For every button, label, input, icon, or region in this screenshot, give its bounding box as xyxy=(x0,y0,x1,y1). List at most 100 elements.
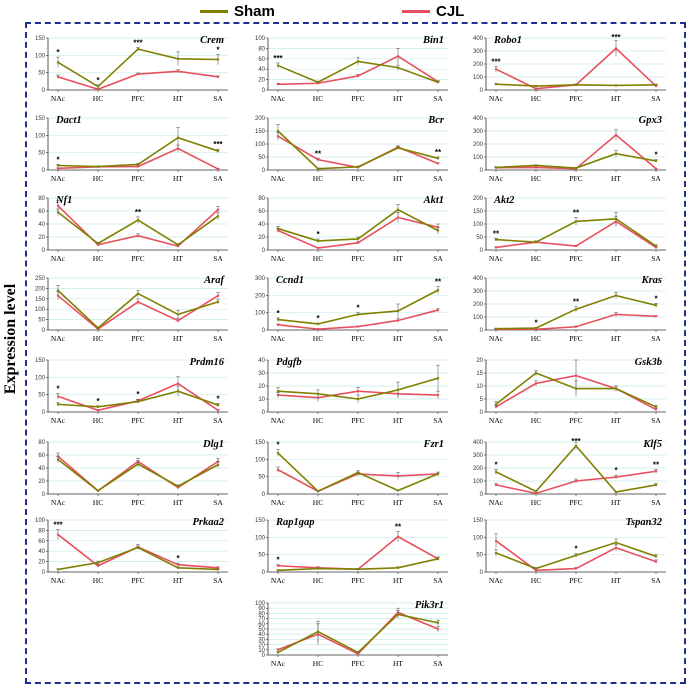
chart-rap1gap: 0 50 100 150 NAc HC PFC HT SA * ** Rap1gap xyxy=(252,512,467,594)
y-tick-label: 40 xyxy=(38,222,45,228)
x-tick-label: PFC xyxy=(131,94,144,103)
x-tick-label: HC xyxy=(313,576,323,585)
chart-dlg1: 0 20 40 60 80 NAc HC PFC HT SA Dlg1 xyxy=(32,434,247,516)
y-tick-label: 100 xyxy=(35,133,46,139)
chart-title: Akt1 xyxy=(423,195,444,206)
y-tick-label: 100 xyxy=(255,457,266,463)
y-tick-label: 80 xyxy=(258,196,265,202)
y-tick-label: 5 xyxy=(480,397,484,403)
chart-akt1-plot: 0 20 40 60 80 NAc HC PFC HT SA * xyxy=(258,196,448,263)
data-point-sham xyxy=(654,483,658,487)
x-tick-label: PFC xyxy=(131,174,144,183)
data-point-sham xyxy=(654,405,658,408)
y-tick-label: 50 xyxy=(258,553,265,559)
chart-tspan32-plot: 0 50 100 150 NAc HC PFC HT SA * xyxy=(473,518,666,585)
x-tick-label: SA xyxy=(433,416,443,425)
y-tick-label: 100 xyxy=(255,142,266,148)
y-tick-label: 0 xyxy=(480,410,484,416)
x-tick-label: NAc xyxy=(51,174,66,183)
data-point-cjl xyxy=(176,382,180,385)
x-tick-label: HT xyxy=(393,334,403,343)
data-point-sham xyxy=(176,390,180,393)
data-point-cjl xyxy=(574,244,578,248)
data-point-cjl xyxy=(614,475,618,479)
significance-marker: ** xyxy=(653,460,660,469)
y-tick-label: 80 xyxy=(38,528,45,534)
y-tick-label: 300 xyxy=(255,276,266,282)
y-tick-label: 60 xyxy=(258,622,265,628)
x-tick-label: HC xyxy=(93,576,103,585)
data-point-sham xyxy=(96,489,100,492)
data-point-cjl xyxy=(136,234,140,237)
y-tick-label: 150 xyxy=(35,297,46,303)
data-point-cjl xyxy=(654,315,658,318)
data-point-sham xyxy=(316,322,320,326)
data-point-cjl xyxy=(494,405,498,408)
data-point-sham xyxy=(494,238,498,241)
chart-title: Tspan32 xyxy=(625,517,662,528)
y-tick-label: 30 xyxy=(258,637,265,643)
y-tick-label: 80 xyxy=(258,611,265,617)
x-tick-label: PFC xyxy=(351,498,364,507)
chart-prdm16-plot: 0 50 100 150 NAc HC PFC HT SA * * * * xyxy=(35,358,228,425)
x-tick-label: HC xyxy=(93,498,103,507)
y-tick-label: 100 xyxy=(255,36,266,42)
x-tick-label: PFC xyxy=(131,498,144,507)
y-tick-label: 100 xyxy=(473,315,484,321)
y-tick-label: 40 xyxy=(38,466,45,472)
y-tick-label: 150 xyxy=(255,518,266,524)
chart-pik3r1: 0 10 20 30 40 50 60 70 80 90 100 NAc HC PFC HT SA Pik3r1 xyxy=(252,595,467,677)
x-tick-label: HC xyxy=(313,254,323,263)
y-tick-label: 0 xyxy=(42,410,46,416)
x-tick-label: NAc xyxy=(271,174,286,183)
data-point-sham xyxy=(176,313,180,316)
x-tick-label: HT xyxy=(173,576,183,585)
y-tick-label: 50 xyxy=(258,475,265,481)
chart-gsk3b: 0 5 10 15 20 NAc HC PFC HT SA Gsk3b xyxy=(470,352,685,434)
data-point-sham xyxy=(316,392,320,395)
data-point-sham xyxy=(356,313,360,316)
data-point-sham xyxy=(494,470,498,474)
series-line-sham xyxy=(495,444,657,493)
x-tick-label: HC xyxy=(313,174,323,183)
x-tick-label: PFC xyxy=(351,416,364,425)
y-tick-label: 20 xyxy=(258,235,265,241)
y-tick-label: 50 xyxy=(38,151,45,157)
x-tick-label: PFC xyxy=(569,174,582,183)
data-point-cjl xyxy=(96,409,100,412)
y-tick-label: 40 xyxy=(258,67,265,73)
data-point-cjl xyxy=(534,87,538,90)
data-point-sham xyxy=(276,227,280,230)
x-tick-label: HT xyxy=(173,334,183,343)
series-line-sham xyxy=(57,48,219,88)
chart-gpx3-plot: 0 100 200 300 400 NAc HC PFC HT SA * xyxy=(473,116,666,183)
significance-marker: *** xyxy=(571,437,581,446)
x-tick-label: NAc xyxy=(271,254,286,263)
x-tick-label: HC xyxy=(531,174,541,183)
data-point-sham xyxy=(436,288,440,292)
x-tick-label: HC xyxy=(93,174,103,183)
data-point-cjl xyxy=(356,325,360,328)
significance-marker: * xyxy=(276,441,280,450)
data-point-sham xyxy=(574,308,578,311)
x-tick-label: HC xyxy=(313,416,323,425)
data-point-sham xyxy=(176,57,180,60)
y-tick-label: 20 xyxy=(258,643,265,649)
chart-prkaa2: 0 20 40 60 80 100 NAc HC PFC HT SA *** * Prkaa2 xyxy=(32,512,247,594)
y-tick-label: 60 xyxy=(38,453,45,459)
chart-prdm16: 0 50 100 150 NAc HC PFC HT SA * * * * Prdm16 xyxy=(32,352,247,434)
data-point-sham xyxy=(574,83,578,86)
data-point-sham xyxy=(356,568,360,571)
x-tick-label: SA xyxy=(213,174,223,183)
x-tick-label: SA xyxy=(651,254,661,263)
data-point-sham xyxy=(276,651,280,654)
x-tick-label: NAc xyxy=(271,498,286,507)
data-point-sham xyxy=(56,458,60,461)
y-tick-label: 200 xyxy=(35,286,46,292)
data-point-cjl xyxy=(534,492,538,495)
data-point-sham xyxy=(56,211,60,214)
chart-bin1: 0 20 40 60 80 100 NAc HC PFC HT SA *** Bin1 xyxy=(252,30,467,112)
y-tick-label: 80 xyxy=(38,440,45,446)
data-point-sham xyxy=(96,165,100,168)
y-tick-label: 0 xyxy=(42,88,46,94)
